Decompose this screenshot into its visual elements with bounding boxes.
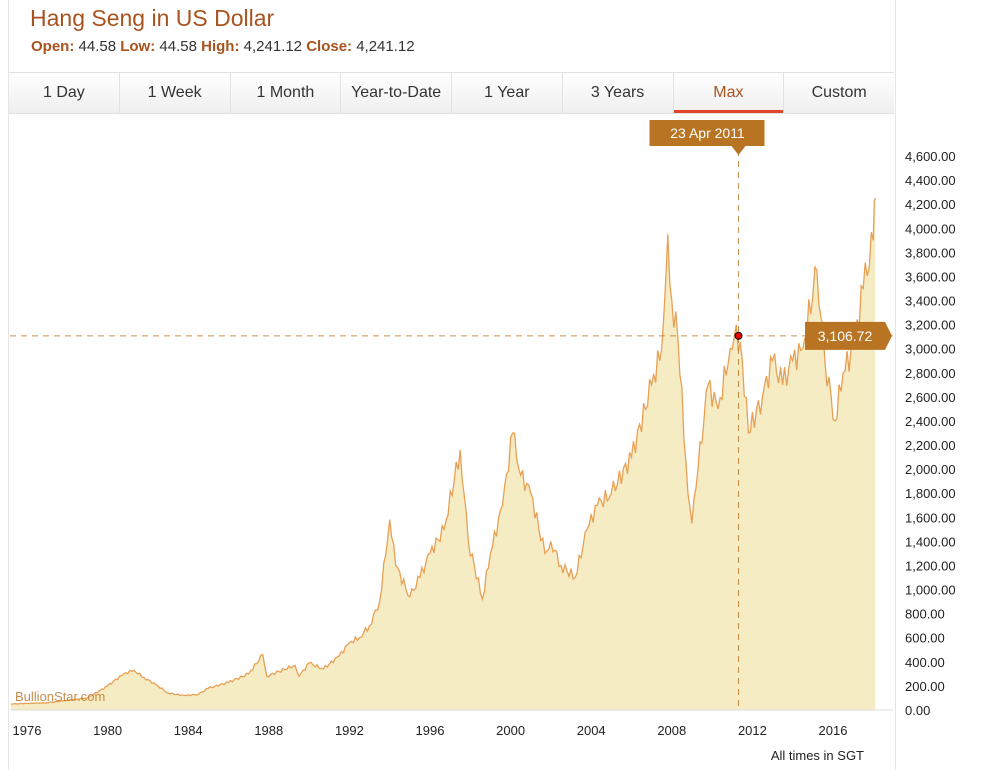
close-value: 4,241.12	[356, 38, 415, 55]
y-tick-label: 4,000.00	[905, 221, 956, 236]
y-tick-label: 200.00	[905, 679, 945, 694]
y-tick-label: 1,600.00	[905, 510, 956, 525]
tab-1-day[interactable]: 1 Day	[9, 73, 120, 113]
tab-year-to-date[interactable]: Year-to-Date	[341, 73, 452, 113]
tab-1-month[interactable]: 1 Month	[231, 73, 342, 113]
x-tick-label: 1980	[93, 723, 122, 738]
y-tick-label: 800.00	[905, 607, 945, 622]
low-label: Low:	[120, 38, 156, 55]
y-tick-label: 1,400.00	[905, 534, 956, 549]
y-tick-label: 4,200.00	[905, 197, 956, 212]
x-tick-label: 2012	[738, 723, 767, 738]
x-tick-label: 1988	[254, 723, 283, 738]
high-label: High:	[201, 38, 240, 55]
range-tabs: 1 Day 1 Week 1 Month Year-to-Date 1 Year…	[9, 72, 894, 114]
tab-1-week[interactable]: 1 Week	[120, 73, 231, 113]
x-tick-label: 2000	[496, 723, 525, 738]
x-tick-label: 1996	[416, 723, 445, 738]
y-tick-label: 3,400.00	[905, 294, 956, 309]
chart-frame	[8, 0, 896, 770]
open-label: Open:	[31, 38, 75, 55]
area-fill	[10, 198, 876, 710]
x-tick-label: 2016	[819, 723, 848, 738]
y-tick-label: 2,400.00	[905, 414, 956, 429]
date-flag	[649, 120, 765, 155]
y-tick-label: 400.00	[905, 655, 945, 670]
crosshair-date: 23 Apr 2011	[670, 125, 745, 141]
low-value: 44.58	[159, 38, 197, 55]
y-tick-label: 3,000.00	[905, 342, 956, 357]
hover-point	[734, 331, 743, 340]
x-tick-label: 1984	[174, 723, 203, 738]
y-tick-label: 1,800.00	[905, 486, 956, 501]
y-tick-label: 3,200.00	[905, 318, 956, 333]
y-tick-label: 0.00	[905, 703, 930, 718]
value-flag	[805, 321, 892, 350]
timezone-note: All times in SGT	[771, 748, 864, 763]
x-tick-label: 1992	[335, 723, 364, 738]
high-value: 4,241.12	[243, 38, 303, 55]
page-title: Hang Seng in US Dollar	[30, 5, 275, 31]
x-tick-label: 2004	[577, 723, 606, 738]
y-tick-label: 600.00	[905, 631, 945, 646]
y-tick-label: 4,400.00	[905, 173, 956, 188]
x-tick-label: 1976	[13, 723, 42, 738]
y-tick-label: 2,800.00	[905, 366, 956, 381]
y-tick-label: 2,000.00	[905, 462, 956, 477]
y-tick-label: 1,200.00	[905, 558, 956, 573]
tab-max[interactable]: Max	[673, 73, 785, 113]
y-tick-label: 3,600.00	[905, 269, 956, 284]
ohlc-summary: Open: 44.58 Low: 44.58 High: 4,241.12 Cl…	[31, 38, 415, 55]
series-line	[10, 197, 876, 705]
y-tick-label: 4,600.00	[905, 149, 956, 164]
y-tick-label: 2,200.00	[905, 438, 956, 453]
tab-custom[interactable]: Custom	[811, 84, 867, 101]
tab-3-years[interactable]: 3 Years	[563, 73, 674, 113]
close-label: Close:	[306, 38, 353, 55]
tab-1-year[interactable]: 1 Year	[452, 73, 563, 113]
y-tick-label: 2,600.00	[905, 390, 956, 405]
y-tick-label: 3,800.00	[905, 245, 956, 260]
watermark: BullionStar.com	[15, 689, 105, 704]
open-value: 44.58	[78, 38, 117, 55]
crosshair-value: 3,106.72	[818, 328, 873, 344]
x-tick-label: 2008	[657, 723, 686, 738]
y-tick-label: 1,000.00	[905, 583, 956, 598]
